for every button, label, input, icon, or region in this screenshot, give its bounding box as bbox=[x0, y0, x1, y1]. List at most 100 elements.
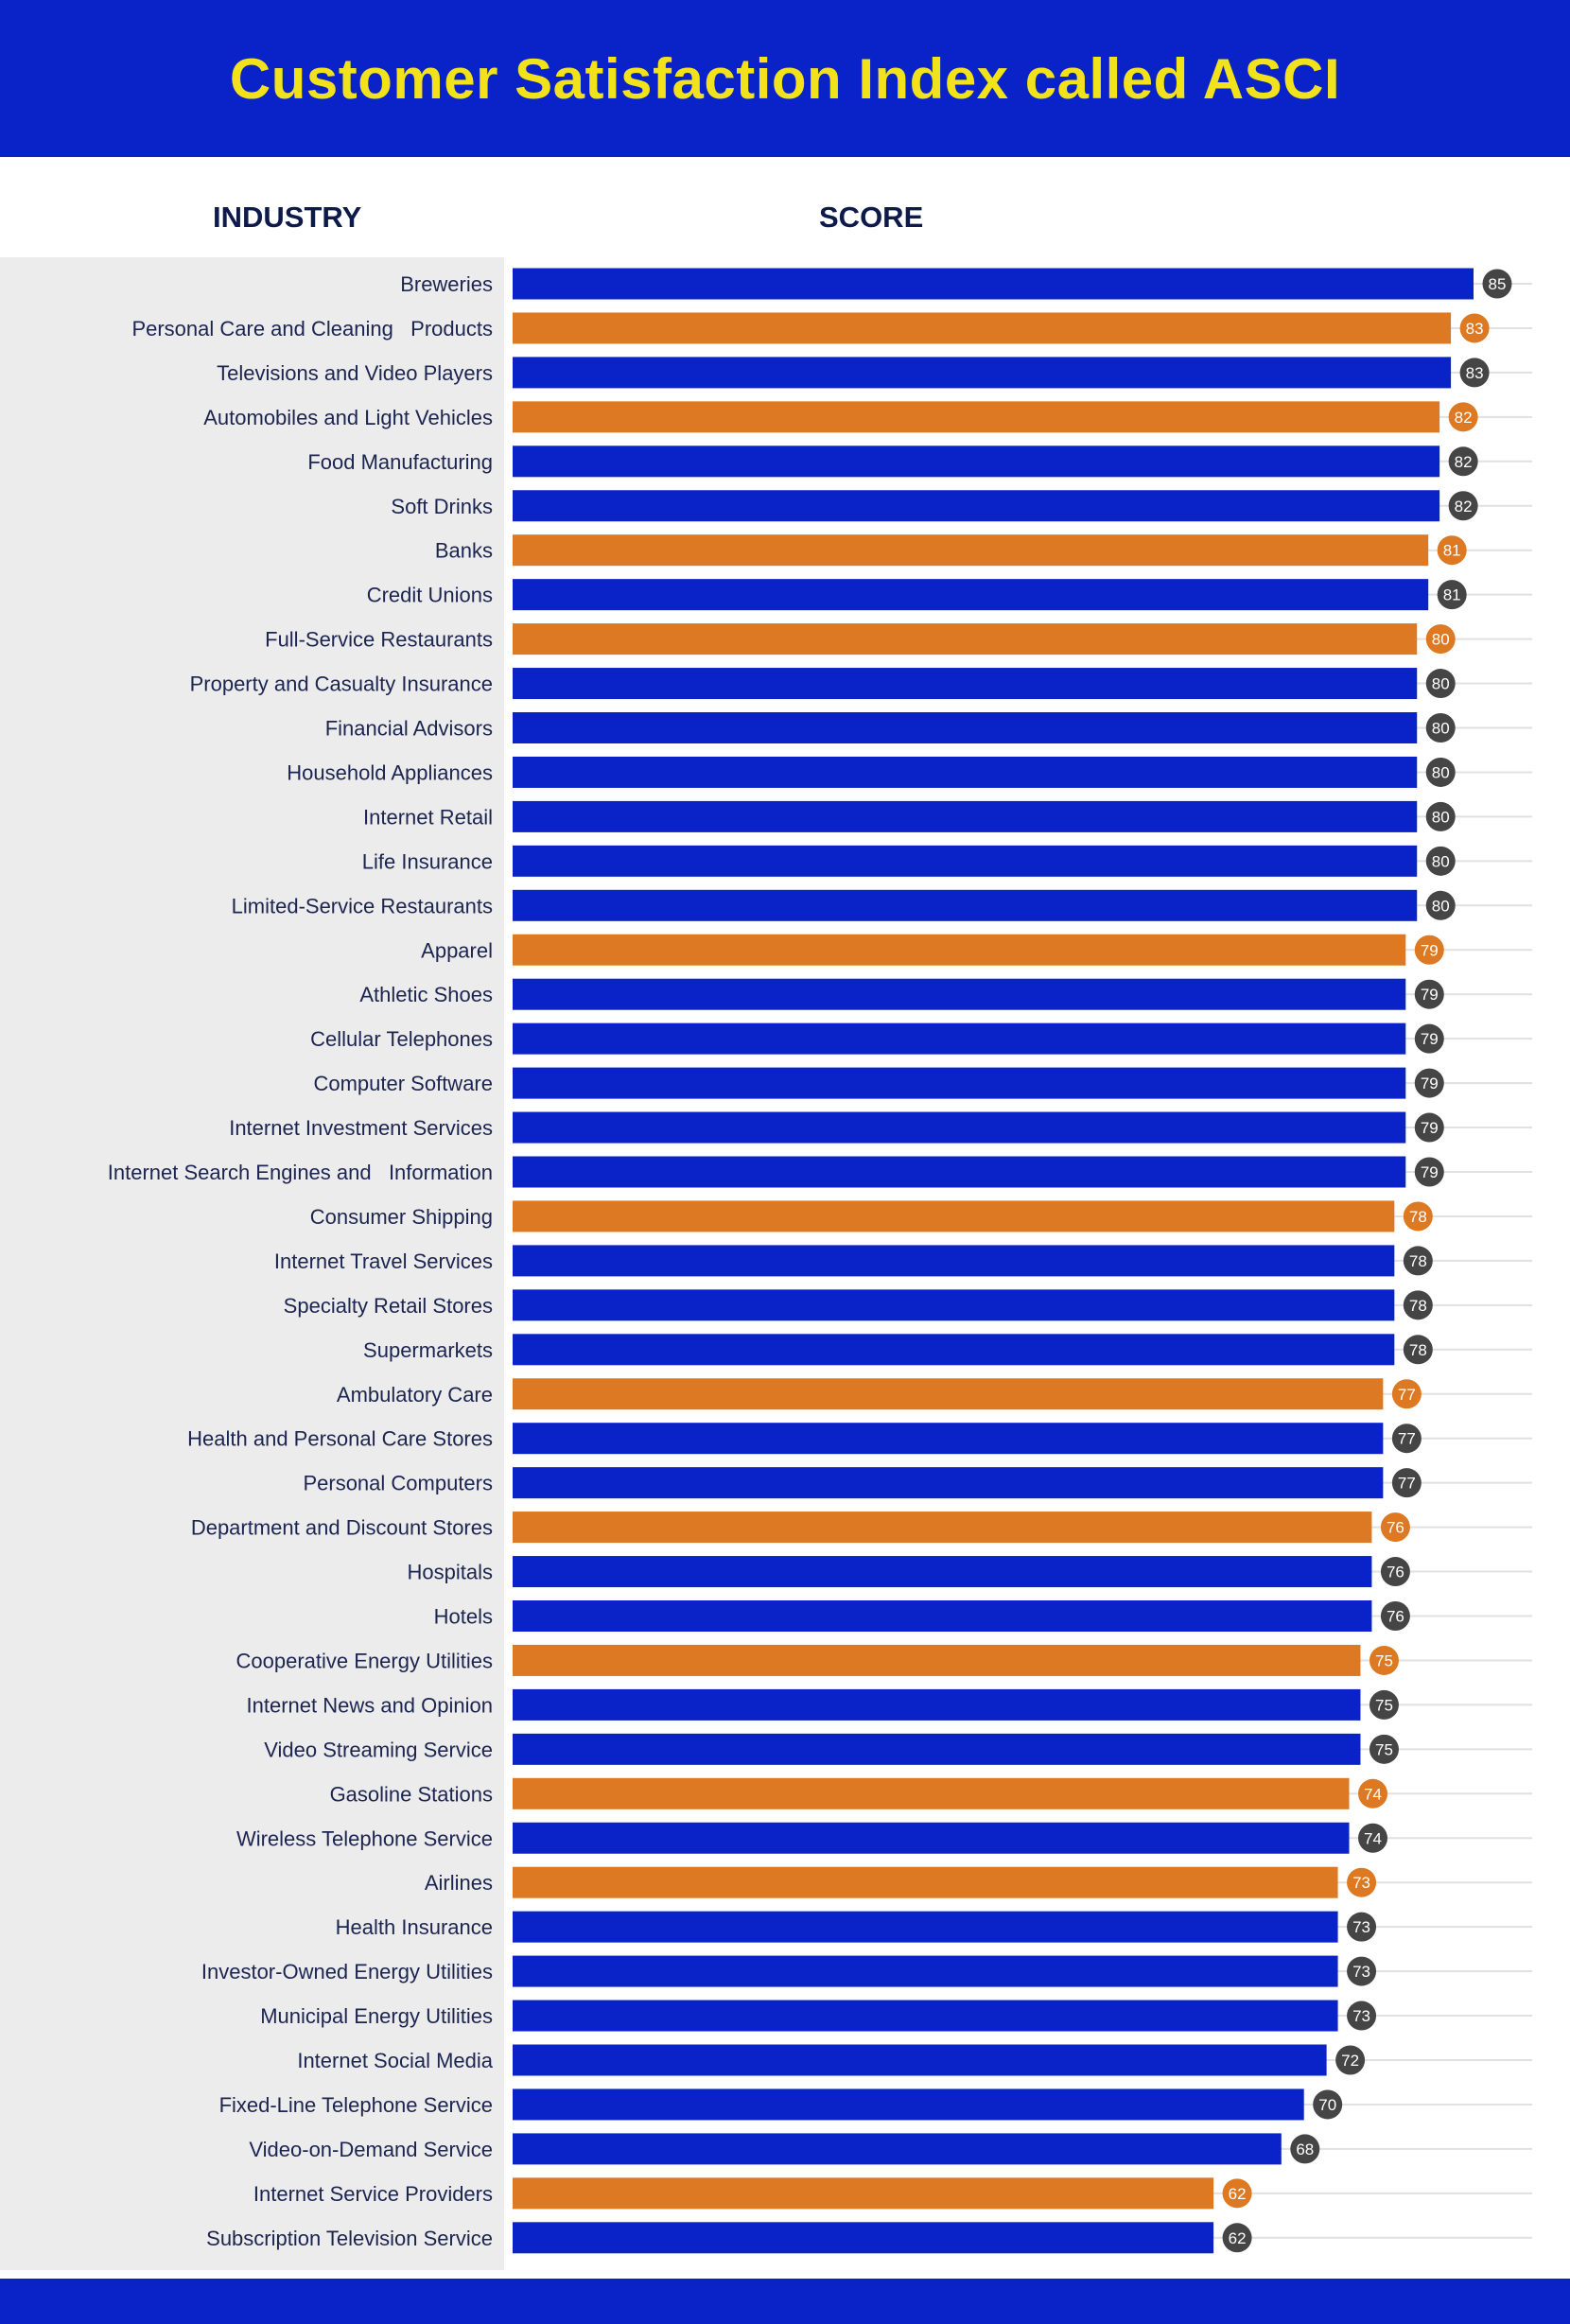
bar bbox=[513, 1067, 1406, 1099]
bar bbox=[513, 1600, 1372, 1632]
category-label: Specialty Retail Stores bbox=[284, 1294, 493, 1318]
category-label: Investor-Owned Energy Utilities bbox=[201, 1960, 493, 1983]
category-label: Airlines bbox=[425, 1871, 493, 1895]
value-badge bbox=[1425, 757, 1456, 787]
value-label: 79 bbox=[1421, 1075, 1439, 1092]
category-label: Food Manufacturing bbox=[307, 450, 493, 474]
category-label: Consumer Shipping bbox=[310, 1205, 493, 1229]
value-badge bbox=[1425, 846, 1456, 876]
value-label: 83 bbox=[1466, 364, 1484, 382]
bar bbox=[513, 889, 1418, 921]
bar bbox=[513, 2133, 1282, 2165]
value-label: 79 bbox=[1421, 1030, 1439, 1048]
value-badge bbox=[1425, 890, 1456, 920]
value-badge bbox=[1391, 1468, 1422, 1498]
category-label: Internet Social Media bbox=[297, 2049, 493, 2072]
bar bbox=[513, 1644, 1361, 1676]
bar bbox=[513, 446, 1440, 478]
value-label: 76 bbox=[1387, 1564, 1404, 1581]
category-label: Municipal Energy Utilities bbox=[260, 2004, 493, 2028]
category-label: Ambulatory Care bbox=[337, 1383, 493, 1407]
value-label: 62 bbox=[1229, 2229, 1247, 2247]
value-badge bbox=[1414, 1112, 1444, 1143]
value-badge bbox=[1347, 1912, 1377, 1942]
category-label: Credit Unions bbox=[367, 584, 493, 607]
value-label: 73 bbox=[1352, 1874, 1370, 1892]
value-label: 78 bbox=[1409, 1341, 1427, 1359]
value-badge bbox=[1403, 1246, 1433, 1276]
bar bbox=[513, 2044, 1327, 2076]
bar bbox=[513, 1289, 1395, 1321]
category-label: Life Insurance bbox=[362, 849, 493, 873]
value-badge bbox=[1290, 2134, 1320, 2164]
value-label: 77 bbox=[1398, 1430, 1416, 1448]
value-badge bbox=[1313, 2089, 1343, 2120]
value-label: 78 bbox=[1409, 1208, 1427, 1226]
value-badge bbox=[1380, 1557, 1410, 1587]
category-label: Subscription Television Service bbox=[206, 2227, 493, 2250]
value-label: 77 bbox=[1398, 1475, 1416, 1493]
value-badge bbox=[1380, 1601, 1410, 1631]
value-label: 75 bbox=[1375, 1696, 1393, 1714]
value-badge bbox=[1335, 2045, 1366, 2075]
bar bbox=[513, 401, 1440, 433]
value-badge bbox=[1414, 1023, 1444, 1054]
category-label: Hospitals bbox=[408, 1561, 493, 1584]
category-label: Video-on-Demand Service bbox=[249, 2138, 493, 2161]
industry-column-header: INDUSTRY bbox=[213, 201, 362, 234]
bar bbox=[513, 1245, 1395, 1277]
bar bbox=[513, 1156, 1406, 1188]
chart-title: Customer Satisfaction Index called ASCI bbox=[229, 46, 1341, 111]
bar bbox=[513, 1022, 1406, 1055]
value-label: 82 bbox=[1455, 498, 1473, 515]
value-label: 82 bbox=[1455, 453, 1473, 471]
value-badge bbox=[1448, 446, 1478, 477]
footer-band bbox=[0, 2279, 1570, 2324]
title-banner: Customer Satisfaction Index called ASCI bbox=[0, 0, 1570, 157]
category-label: Cellular Telephones bbox=[310, 1027, 493, 1051]
category-label: Televisions and Video Players bbox=[217, 361, 493, 385]
value-badge bbox=[1448, 491, 1478, 521]
value-badge bbox=[1369, 1689, 1399, 1720]
value-badge bbox=[1369, 1645, 1399, 1675]
category-label: Internet Service Providers bbox=[253, 2182, 493, 2206]
value-badge bbox=[1414, 1157, 1444, 1187]
value-badge bbox=[1414, 979, 1444, 1009]
bar bbox=[513, 800, 1418, 832]
category-label: Internet Investment Services bbox=[229, 1116, 493, 1140]
score-column-header: SCORE bbox=[819, 201, 924, 234]
value-badge bbox=[1347, 2001, 1377, 2031]
bar bbox=[513, 668, 1418, 700]
category-label: Property and Casualty Insurance bbox=[190, 673, 493, 696]
category-label: Internet Retail bbox=[363, 805, 493, 829]
value-label: 80 bbox=[1432, 675, 1450, 693]
category-label: Soft Drinks bbox=[391, 495, 493, 518]
value-label: 80 bbox=[1432, 852, 1450, 870]
value-label: 74 bbox=[1364, 1829, 1382, 1847]
value-label: 79 bbox=[1421, 986, 1439, 1004]
value-badge bbox=[1459, 358, 1490, 388]
value-badge bbox=[1414, 935, 1444, 965]
value-badge bbox=[1403, 1201, 1433, 1232]
category-label: Breweries bbox=[400, 272, 493, 296]
value-badge bbox=[1425, 669, 1456, 699]
bar bbox=[513, 623, 1418, 655]
bar bbox=[513, 1822, 1350, 1854]
value-badge bbox=[1425, 713, 1456, 743]
bar bbox=[513, 978, 1406, 1010]
bar bbox=[513, 1688, 1361, 1721]
category-label: Banks bbox=[435, 539, 493, 563]
category-label: Computer Software bbox=[313, 1072, 493, 1095]
value-label: 80 bbox=[1432, 631, 1450, 649]
category-label: Health and Personal Care Stores bbox=[187, 1427, 493, 1451]
value-badge bbox=[1391, 1424, 1422, 1454]
bar bbox=[513, 934, 1406, 966]
category-label: Full-Service Restaurants bbox=[265, 628, 493, 652]
category-label: Internet News and Opinion bbox=[247, 1693, 494, 1717]
value-badge bbox=[1414, 1068, 1444, 1098]
value-badge bbox=[1437, 580, 1467, 610]
value-badge bbox=[1448, 402, 1478, 432]
bar bbox=[513, 1334, 1395, 1366]
category-label: Supermarkets bbox=[363, 1338, 493, 1362]
